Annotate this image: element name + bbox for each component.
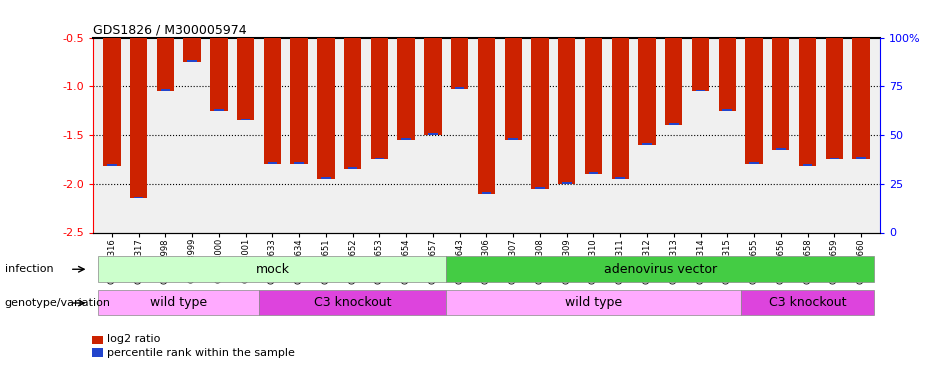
Bar [321,177,331,179]
Bar [749,162,759,164]
Text: adenovirus vector: adenovirus vector [604,262,717,276]
Bar [741,290,874,315]
Bar [776,148,786,150]
Bar [398,0,415,140]
Bar [799,0,816,166]
Bar [505,0,522,140]
Bar [665,0,682,125]
Bar [99,256,446,282]
Bar [374,158,385,159]
Bar [187,60,196,62]
Bar [857,157,866,159]
Bar [241,118,250,120]
Bar [267,162,277,164]
Bar [481,192,492,194]
Text: infection: infection [5,264,53,274]
Bar [107,164,116,166]
Bar [719,0,736,111]
Bar [425,0,441,135]
Bar [371,0,388,159]
Bar [830,158,839,159]
Bar [585,0,602,174]
Bar [455,87,465,89]
Text: GDS1826 / M300005974: GDS1826 / M300005974 [93,23,247,36]
Bar [669,123,679,125]
Bar [103,0,120,166]
Bar [642,143,652,145]
Bar [588,172,599,174]
Bar [183,0,201,62]
Bar [134,196,143,198]
Bar [263,0,281,164]
Bar [317,0,334,179]
Text: C3 knockout: C3 knockout [314,296,391,309]
Text: wild type: wild type [150,296,208,309]
Text: genotype/variation: genotype/variation [5,298,111,308]
Bar [612,0,629,179]
Bar [290,0,308,164]
Bar [692,0,709,91]
Bar [746,0,762,164]
Bar [558,0,575,184]
Bar [130,0,147,198]
Bar [446,256,874,282]
Bar [294,162,304,164]
Bar [156,0,174,91]
Text: percentile rank within the sample: percentile rank within the sample [107,348,295,357]
Bar [99,290,259,315]
Bar [446,290,741,315]
Bar [344,0,361,169]
Bar [214,109,223,111]
Bar [695,90,706,91]
Bar [236,0,254,120]
Text: log2 ratio: log2 ratio [107,334,160,344]
Bar [853,0,870,159]
Bar [348,167,358,169]
Bar [259,290,446,315]
Bar [803,165,813,166]
Bar [451,0,468,89]
Bar [535,187,545,189]
Bar [210,0,227,111]
Bar [478,0,495,194]
Bar [772,0,789,150]
Bar [508,138,518,140]
Bar [615,177,625,179]
Bar [428,133,438,135]
Bar [722,109,732,111]
Bar [532,0,548,189]
Bar [826,0,843,159]
Bar [160,89,170,91]
Bar [639,0,655,145]
Text: mock: mock [255,262,290,276]
Text: wild type: wild type [565,296,622,309]
Text: C3 knockout: C3 knockout [769,296,846,309]
Bar [401,138,411,140]
Bar [562,182,572,184]
